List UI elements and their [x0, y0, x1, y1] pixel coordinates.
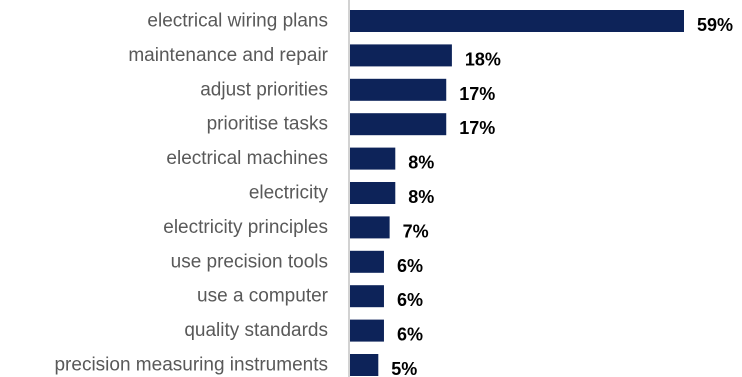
bar-3 [350, 113, 447, 136]
value-label-2: 17% [459, 84, 495, 104]
value-label-4: 8% [408, 153, 434, 173]
value-label-7: 6% [397, 256, 423, 276]
category-labels-group: electrical wiring plans maintenance and r… [54, 11, 328, 376]
value-label-1: 18% [465, 49, 501, 69]
category-label-7: use precision tools [171, 251, 328, 272]
bar-10 [350, 354, 379, 376]
value-label-10: 5% [391, 359, 417, 377]
category-label-3: prioritise tasks [207, 114, 328, 135]
bars-group [350, 10, 684, 376]
value-label-0: 59% [697, 15, 733, 35]
category-label-2: adjust priorities [200, 79, 328, 100]
category-label-9: quality standards [184, 320, 328, 341]
value-label-9: 6% [397, 325, 423, 345]
bar-1 [350, 44, 452, 67]
category-label-10: precision measuring instruments [54, 355, 328, 376]
value-label-8: 6% [397, 290, 423, 310]
category-label-5: electricity [249, 183, 329, 204]
category-label-4: electrical machines [166, 148, 328, 169]
category-label-8: use a computer [197, 286, 329, 307]
bar-8 [350, 285, 384, 308]
bar-0 [350, 10, 684, 32]
bar-9 [350, 319, 384, 342]
value-label-5: 8% [408, 187, 434, 207]
bar-7 [350, 250, 384, 273]
category-label-1: maintenance and repair [128, 45, 328, 66]
category-label-0: electrical wiring plans [147, 11, 328, 32]
value-label-3: 17% [459, 118, 495, 138]
bar-2 [350, 78, 447, 101]
value-labels-group: 59% 18% 17% 17% 8% 8% 7% 6% 6% 6% 5% [391, 15, 733, 377]
bar-5 [350, 182, 396, 204]
category-label-6: electricity principles [163, 217, 328, 238]
bar-6 [350, 216, 390, 239]
bar-4 [350, 147, 396, 170]
value-label-6: 7% [403, 221, 429, 241]
